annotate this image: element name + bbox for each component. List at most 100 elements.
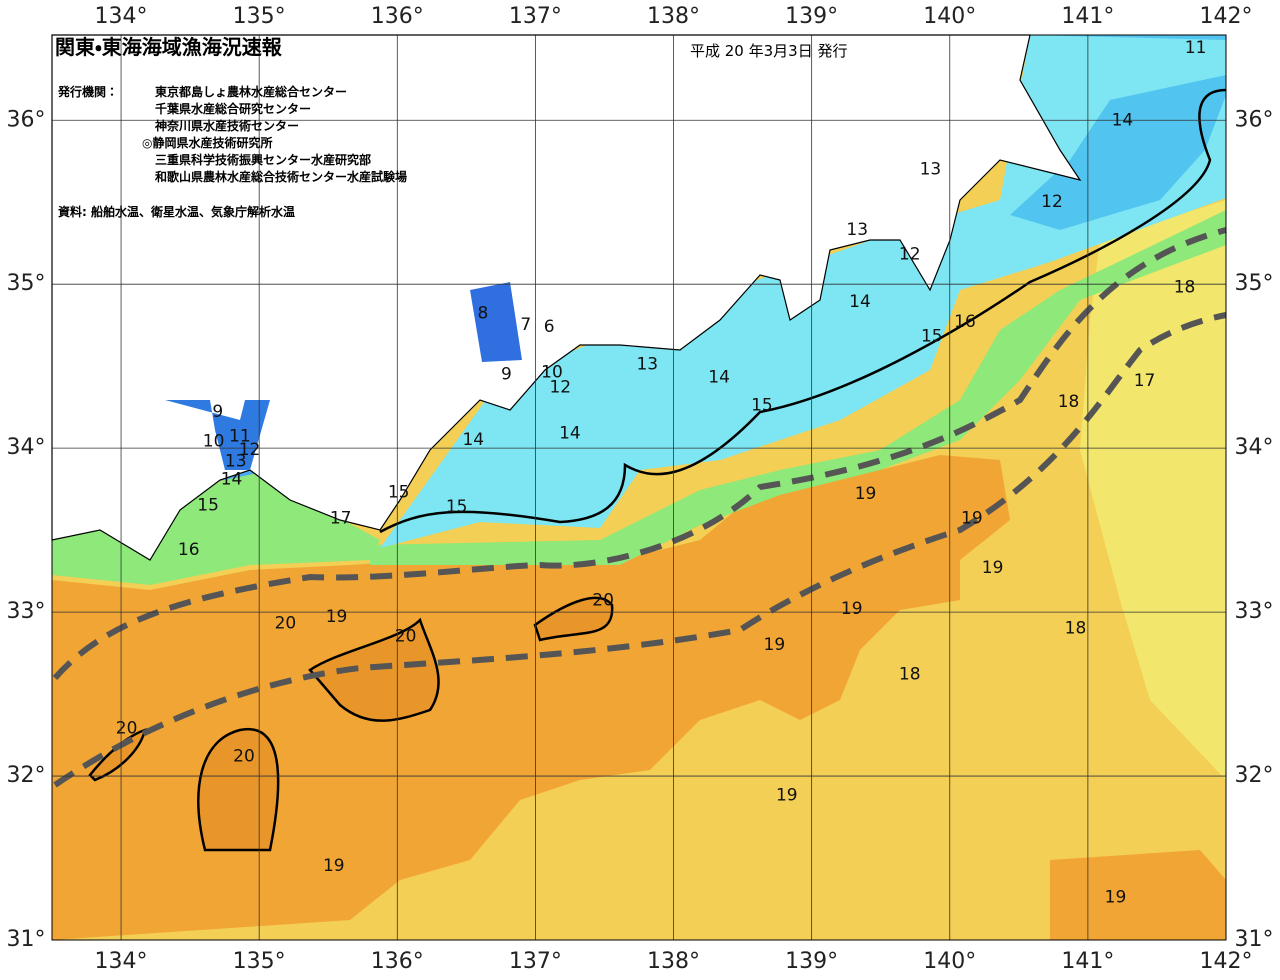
x-tick-label: 136° — [371, 949, 424, 974]
issuer: 三重県科学技術振興センター水産研究部 — [155, 152, 371, 167]
contour-label: 15 — [921, 327, 943, 347]
y-tick-label: 34° — [1235, 435, 1274, 460]
contour-label: 8 — [478, 304, 489, 324]
contour-label: 14 — [221, 469, 243, 489]
x-tick-label: 134° — [95, 4, 148, 29]
contour-label: 12 — [1041, 192, 1063, 212]
contour-label: 16 — [178, 540, 200, 560]
contour-label: 14 — [849, 292, 871, 312]
contour-label: 10 — [541, 363, 563, 383]
contour-label: 14 — [462, 430, 484, 450]
contour-label: 13 — [225, 451, 247, 471]
issuers: 東京都島しょ農林水産総合センター千葉県水産総合研究センター神奈川県水産技術センタ… — [142, 84, 407, 184]
contour-label: 9 — [501, 364, 512, 384]
issuer: 千葉県水産総合研究センター — [155, 101, 311, 116]
issuer: 神奈川県水産技術センター — [154, 118, 299, 133]
contour-label: 20 — [592, 591, 614, 611]
frame — [51, 34, 1227, 941]
ise-bay — [470, 282, 522, 362]
x-tick-label: 139° — [785, 4, 838, 29]
contour-label: 16 — [954, 312, 976, 332]
x-tick-label: 140° — [923, 949, 976, 974]
contour-label: 15 — [446, 497, 468, 517]
contour-label: 19 — [326, 607, 348, 627]
contour-label: 14 — [1112, 110, 1134, 130]
x-tick-label: 135° — [233, 4, 286, 29]
contour-label: 13 — [920, 159, 942, 179]
contour-label: 18 — [1065, 618, 1087, 638]
x-tick-label: 138° — [647, 949, 700, 974]
contour-label: 14 — [708, 368, 730, 388]
contour-label: 18 — [1058, 392, 1080, 412]
x-tick-label: 141° — [1061, 4, 1114, 29]
contour-label: 14 — [559, 423, 581, 443]
contour-label: 19 — [323, 856, 345, 876]
contour-label: 19 — [776, 786, 798, 806]
contour-label: 6 — [544, 317, 555, 337]
contour-label: 19 — [1105, 887, 1127, 907]
contour-label: 13 — [636, 355, 658, 375]
contour-label: 20 — [275, 614, 297, 634]
contour-label: 19 — [764, 635, 786, 655]
y-tick-label: 31° — [7, 927, 46, 952]
x-tick-label: 140° — [923, 4, 976, 29]
contour-15 — [379, 88, 1227, 534]
x-tick-label: 137° — [509, 4, 562, 29]
x-tick-label: 138° — [647, 4, 700, 29]
contour-label: 11 — [1185, 38, 1207, 58]
x-tick-label: 139° — [785, 949, 838, 974]
contour-label: 9 — [212, 402, 223, 422]
contour-label: 10 — [203, 432, 225, 452]
contour-label: 18 — [1174, 277, 1196, 297]
y-tick-label: 35° — [7, 271, 46, 296]
y-tick-label: 35° — [1235, 271, 1274, 296]
x-tick-label: 134° — [95, 949, 148, 974]
issuer-label: 発行機関： — [57, 84, 118, 99]
source: 資料: 船舶水温、衛星水温、気象庁解析水温 — [58, 204, 295, 219]
contour-20 — [308, 617, 440, 722]
contour-label: 7 — [520, 315, 531, 335]
contour-label: 19 — [855, 484, 877, 504]
x-tick-label: 141° — [1061, 949, 1114, 974]
kuroshio-edge — [52, 227, 1227, 680]
contour-label: 17 — [330, 509, 352, 529]
osaka-bay — [165, 400, 270, 470]
issuer: 和歌山県農林水産総合技術センター水産試験場 — [154, 169, 407, 184]
contour-label: 19 — [982, 558, 1004, 578]
kuroshio-edge — [53, 312, 1227, 788]
issuer: ◎静岡県水産技術研究所 — [142, 135, 272, 150]
x-tick-label: 135° — [233, 949, 286, 974]
date: 平成 20 年3月3日 発行 — [690, 42, 847, 60]
contour-20 — [197, 727, 280, 852]
contour-label: 13 — [846, 220, 868, 240]
y-tick-label: 33° — [7, 599, 46, 624]
x-tick-label: 142° — [1200, 949, 1253, 974]
contour-label: 15 — [197, 496, 219, 516]
sea-orange — [52, 455, 1010, 940]
x-tick-label: 142° — [1200, 4, 1253, 29]
land — [51, 34, 1082, 561]
sea-light-yellow — [1080, 200, 1226, 780]
y-tick-label: 32° — [1235, 763, 1274, 788]
contour-label: 12 — [549, 377, 571, 397]
contour-label: 17 — [1134, 371, 1156, 391]
contour-label: 18 — [899, 664, 921, 684]
contour-label: 19 — [841, 599, 863, 619]
contour-label: 11 — [229, 427, 251, 447]
y-tick-label: 32° — [7, 763, 46, 788]
y-tick-label: 33° — [1235, 599, 1274, 624]
issuer: 東京都島しょ農林水産総合センター — [155, 84, 347, 99]
sea-blue — [1010, 35, 1226, 230]
y-tick-label: 34° — [7, 435, 46, 460]
sea-orange — [1050, 850, 1226, 940]
x-tick-label: 136° — [371, 4, 424, 29]
contour-label: 19 — [961, 509, 983, 529]
contour-label: 12 — [899, 245, 921, 265]
y-tick-label: 36° — [7, 107, 46, 132]
contour-label: 20 — [116, 719, 138, 739]
y-tick-label: 36° — [1235, 107, 1274, 132]
grid — [52, 35, 1227, 941]
